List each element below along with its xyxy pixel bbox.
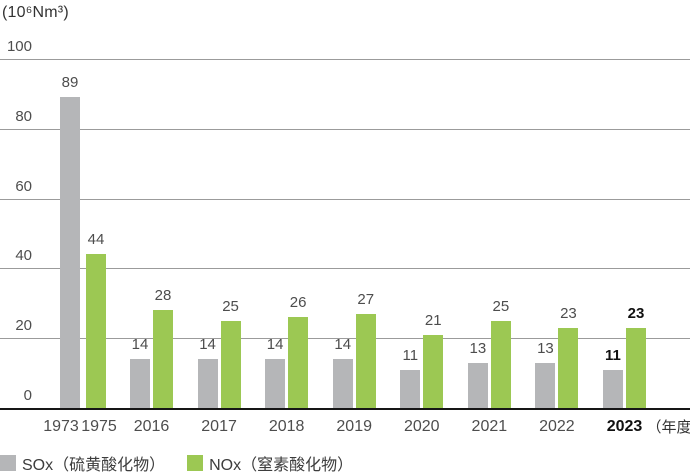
gridline-20 xyxy=(0,338,690,340)
sox-value-label-2018: 14 xyxy=(266,336,284,354)
sox-bar-2022 xyxy=(535,362,556,408)
nox-value-label-2022: 23 xyxy=(560,304,577,322)
nox-bar-2018 xyxy=(288,317,309,408)
sox-value-label-1973: 89 xyxy=(61,74,79,92)
y-tick-label-60: 60 xyxy=(15,177,32,195)
gridline-100 xyxy=(0,59,690,60)
nox-bar-2021 xyxy=(490,320,511,408)
nox-value-label-2016: 28 xyxy=(154,287,172,305)
legend-label-nox: NOx（窒素酸化物） xyxy=(209,457,354,474)
x-tick-label-2017: 2017 xyxy=(201,418,237,435)
nox-swatch-icon xyxy=(187,455,204,471)
y-tick-label-80: 80 xyxy=(15,107,32,125)
x-tick-label-2023: 2023 xyxy=(606,418,643,435)
nox-value-label-2019: 27 xyxy=(357,290,375,308)
nox-value-label-2020: 21 xyxy=(424,311,442,329)
x-axis-suffix-label: （年度） xyxy=(646,419,690,436)
x-axis-line xyxy=(0,408,690,410)
y-axis-unit-label: (10⁶Nm³) xyxy=(2,4,69,21)
nox-value-label-2023: 23 xyxy=(627,304,645,322)
chart-legend: SOx（硫黄酸化物） NOx（窒素酸化物） xyxy=(0,451,353,475)
y-tick-label-20: 20 xyxy=(15,317,32,335)
gridline-40 xyxy=(0,268,690,270)
nox-value-label-2021: 25 xyxy=(492,297,510,315)
y-tick-label-40: 40 xyxy=(15,247,32,265)
nox-bar-2023 xyxy=(625,327,646,408)
x-tick-label-2016: 2016 xyxy=(133,418,170,435)
nox-value-label-1975: 44 xyxy=(87,231,105,249)
sox-bar-2021 xyxy=(467,362,488,408)
gridline-60 xyxy=(0,198,690,200)
nox-bar-2017 xyxy=(220,320,241,408)
nox-value-label-2018: 26 xyxy=(289,294,307,312)
y-tick-label-100: 100 xyxy=(6,38,32,55)
sox-swatch-icon xyxy=(0,455,16,471)
gridline-80 xyxy=(0,128,690,130)
sox-bar-2023 xyxy=(602,369,623,408)
legend-label-sox: SOx（硫黄酸化物） xyxy=(22,457,166,474)
sox-bar-2019 xyxy=(332,359,353,408)
x-tick-label-2018: 2018 xyxy=(268,418,305,435)
y-tick-label-0: 0 xyxy=(23,387,32,404)
nox-bar-1975 xyxy=(86,254,106,408)
sox-bar-2016 xyxy=(130,359,150,408)
sox-value-label-2019: 14 xyxy=(334,336,352,354)
sox-value-label-2017: 14 xyxy=(199,336,216,354)
nox-value-label-2017: 25 xyxy=(222,297,239,315)
sox-bar-1973 xyxy=(60,97,80,408)
legend-item-sox: SOx（硫黄酸化物） xyxy=(0,451,165,475)
x-tick-label-2019: 2019 xyxy=(336,418,372,435)
x-tick-label-2021: 2021 xyxy=(471,418,508,435)
sox-value-label-2021: 13 xyxy=(469,339,487,357)
nox-bar-2016 xyxy=(153,310,173,408)
x-tick-label-2020: 2020 xyxy=(403,418,440,435)
sox-value-label-2020: 11 xyxy=(402,346,419,364)
nox-bar-2019 xyxy=(355,313,376,408)
x-tick-label-1975: 1975 xyxy=(81,418,117,435)
sox-bar-2017 xyxy=(197,359,218,408)
nox-bar-2020 xyxy=(423,334,444,408)
sox-bar-2020 xyxy=(400,369,421,408)
legend-item-nox: NOx（窒素酸化物） xyxy=(187,451,353,475)
sox-value-label-2016: 14 xyxy=(131,336,149,354)
x-tick-label-1973: 1973 xyxy=(43,418,79,435)
nox-bar-2022 xyxy=(558,327,579,408)
sox-value-label-2022: 13 xyxy=(537,339,554,357)
sox-value-label-2023: 11 xyxy=(605,346,621,364)
x-tick-label-2022: 2022 xyxy=(539,418,575,435)
sox-bar-2018 xyxy=(265,359,286,408)
